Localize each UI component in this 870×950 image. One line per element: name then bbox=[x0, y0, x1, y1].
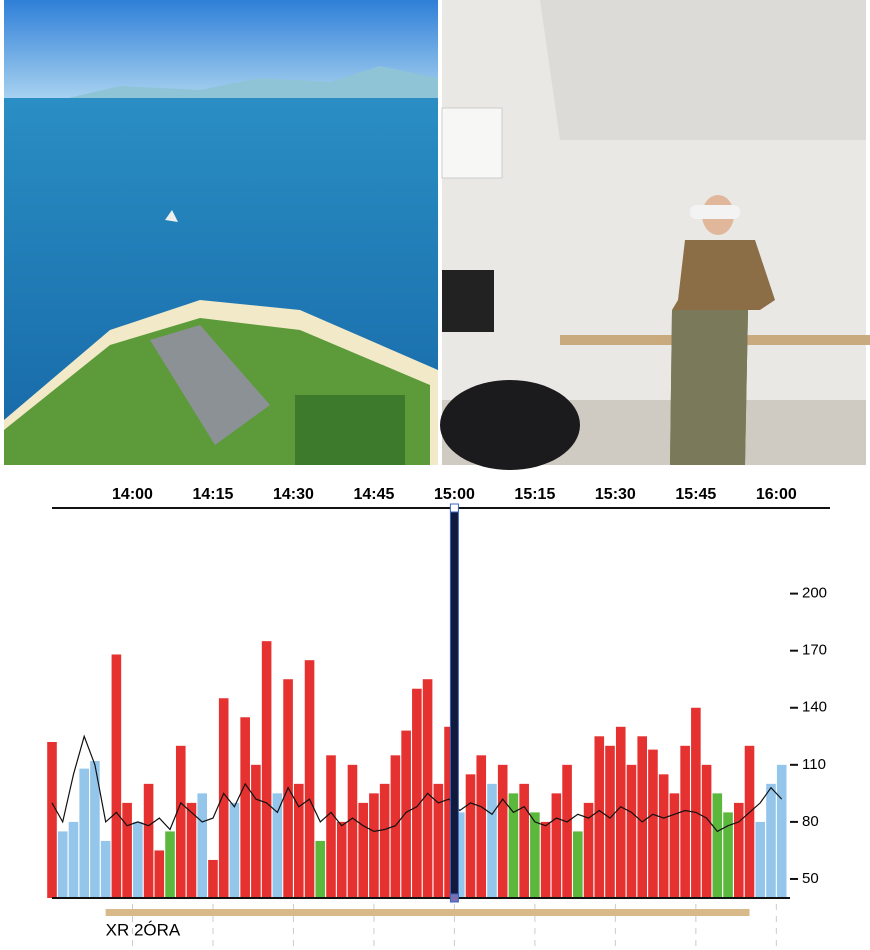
cursor bbox=[449, 507, 459, 899]
bar bbox=[658, 774, 669, 898]
bar bbox=[755, 821, 766, 898]
bar bbox=[111, 654, 122, 898]
y-tick-label: 140 bbox=[802, 699, 827, 716]
bar bbox=[347, 764, 358, 898]
cursor-handle bbox=[449, 503, 459, 513]
vr-scene bbox=[4, 0, 438, 465]
bar bbox=[519, 783, 529, 898]
bar bbox=[733, 802, 744, 898]
bar bbox=[208, 859, 218, 898]
bar bbox=[433, 783, 444, 898]
bar bbox=[390, 755, 401, 898]
bar bbox=[218, 698, 229, 898]
session-label: XR 2ÓRA bbox=[106, 920, 181, 939]
bar bbox=[251, 764, 261, 898]
photos bbox=[4, 0, 870, 470]
bar bbox=[680, 745, 690, 898]
bar bbox=[712, 793, 723, 898]
bar bbox=[615, 726, 626, 898]
bar bbox=[122, 802, 132, 898]
y-tick-label: 80 bbox=[802, 813, 819, 830]
bar bbox=[637, 736, 648, 898]
bar bbox=[294, 783, 304, 898]
room-photo bbox=[440, 0, 870, 470]
bar bbox=[358, 802, 368, 898]
bar bbox=[454, 812, 465, 898]
x-tick-label: 14:30 bbox=[273, 486, 314, 503]
x-tick-label: 16:00 bbox=[756, 486, 797, 503]
bar bbox=[68, 821, 79, 898]
x-tick-label: 15:15 bbox=[514, 486, 555, 503]
bar bbox=[573, 831, 583, 898]
cursor-handle bbox=[449, 893, 459, 903]
bar bbox=[487, 783, 497, 898]
bar bbox=[776, 764, 787, 898]
bar bbox=[540, 821, 551, 898]
bar bbox=[100, 840, 111, 898]
bar bbox=[143, 783, 154, 898]
bar bbox=[401, 730, 411, 898]
bar bbox=[240, 717, 250, 898]
bar bbox=[175, 745, 186, 898]
bar bbox=[165, 831, 175, 898]
bar bbox=[723, 812, 733, 898]
bar bbox=[47, 742, 57, 898]
bar bbox=[444, 726, 454, 898]
bar bbox=[379, 783, 390, 898]
x-tick-label: 14:45 bbox=[353, 486, 394, 503]
bar bbox=[197, 793, 208, 898]
bar bbox=[626, 764, 637, 898]
bar bbox=[530, 812, 540, 898]
bar bbox=[465, 774, 476, 898]
y-tick-label: 50 bbox=[802, 870, 819, 887]
chart: 14:00 14:15 14:30 14:45 15:00 15:15 15:30 15:45… bbox=[47, 486, 830, 950]
y-tick-label: 170 bbox=[802, 642, 827, 659]
bar bbox=[304, 660, 315, 898]
bar bbox=[562, 764, 572, 898]
bar bbox=[701, 764, 712, 898]
bar bbox=[336, 821, 347, 898]
x-tick-label: 15:30 bbox=[595, 486, 636, 503]
bar bbox=[744, 745, 755, 898]
bar bbox=[369, 793, 379, 898]
bar bbox=[229, 802, 240, 898]
bar bbox=[154, 850, 165, 898]
session-span bbox=[105, 909, 750, 916]
y-tick-label: 200 bbox=[802, 585, 827, 602]
x-tick-label: 15:45 bbox=[675, 486, 716, 503]
bar bbox=[272, 793, 283, 898]
x-tick-label: 15:00 bbox=[434, 486, 475, 503]
bar bbox=[583, 802, 594, 898]
bar bbox=[326, 755, 336, 898]
bar bbox=[551, 793, 562, 898]
x-tick-label: 14:15 bbox=[193, 486, 234, 503]
bar bbox=[605, 745, 615, 898]
x-tick-label: 14:00 bbox=[112, 486, 153, 503]
bar bbox=[594, 736, 605, 898]
bar bbox=[412, 688, 422, 898]
bar bbox=[508, 793, 519, 898]
bar bbox=[422, 679, 433, 898]
bar bbox=[79, 768, 89, 898]
bar bbox=[261, 641, 272, 898]
bar bbox=[648, 749, 658, 898]
bar bbox=[669, 793, 680, 898]
bar bbox=[691, 707, 701, 898]
y-tick-label: 110 bbox=[802, 756, 826, 773]
bar bbox=[133, 821, 143, 898]
bar bbox=[186, 802, 197, 898]
bar bbox=[315, 840, 326, 898]
bar bbox=[766, 783, 776, 898]
bar bbox=[57, 831, 68, 898]
heart-rate-line bbox=[51, 734, 783, 833]
bar bbox=[476, 755, 487, 898]
bar bbox=[90, 761, 100, 898]
bar bbox=[497, 764, 508, 898]
